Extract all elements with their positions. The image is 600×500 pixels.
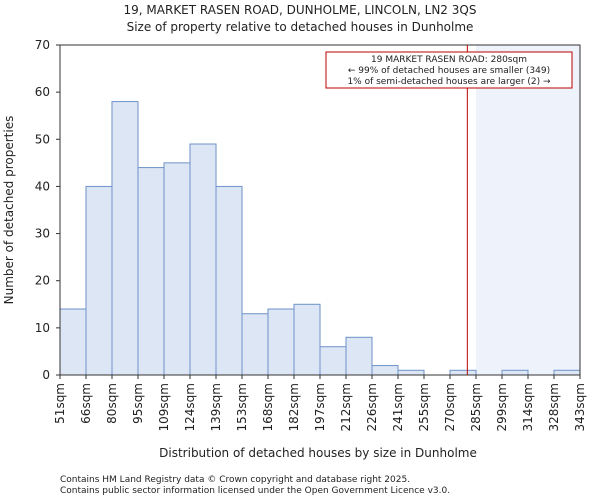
x-tick-label-270sqm: 270sqm [443,383,457,431]
footer-line-2: Contains public sector information licen… [60,486,450,496]
bar-270sqm [449,369,477,376]
y-tick-label-20: 20 [35,274,50,288]
y-tick-label-0: 0 [42,368,50,382]
y-tick-label-10: 10 [35,321,50,335]
x-tick-label-299sqm: 299sqm [495,383,509,431]
bar-95sqm [137,167,165,376]
bar-212sqm [345,336,373,376]
bar-66sqm [85,185,113,376]
x-tick-label-328sqm: 328sqm [547,383,561,431]
bar-139sqm [215,185,243,376]
y-tick-label-60: 60 [35,85,50,99]
x-tick-label-51sqm: 51sqm [53,383,67,424]
x-tick-label-255sqm: 255sqm [417,383,431,431]
bar-80sqm [111,101,139,376]
bar-182sqm [293,303,321,376]
bar-299sqm [501,369,529,376]
bar-109sqm [163,162,191,376]
x-tick-label-285sqm: 285sqm [469,383,483,431]
bar-241sqm [397,369,425,376]
bar-197sqm [319,346,347,376]
y-tick-label-70: 70 [35,38,50,52]
x-tick-label-153sqm: 153sqm [235,383,249,431]
annotation-box [325,51,573,89]
annotation-line-3: 1% of semi-detached houses are larger (2… [347,77,551,87]
x-axis-label: Distribution of detached houses by size … [159,446,477,460]
annotation-line-2: ← 99% of detached houses are smaller (34… [348,66,550,76]
x-tick-label-241sqm: 241sqm [391,383,405,431]
x-tick-label-212sqm: 212sqm [339,383,353,431]
x-tick-label-314sqm: 314sqm [521,383,535,431]
highlight-region [476,45,580,375]
x-tick-label-66sqm: 66sqm [79,383,93,424]
chart-subtitle: Size of property relative to detached ho… [127,20,474,34]
x-tick-label-343sqm: 343sqm [573,383,587,431]
annotation-line-1: 19 MARKET RASEN ROAD: 280sqm [371,55,527,65]
x-tick-label-226sqm: 226sqm [365,383,379,431]
x-tick-label-95sqm: 95sqm [131,383,145,424]
x-tick-label-182sqm: 182sqm [287,383,301,431]
x-tick-label-124sqm: 124sqm [183,383,197,431]
chart-title: 19, MARKET RASEN ROAD, DUNHOLME, LINCOLN… [124,3,477,17]
y-tick-label-40: 40 [35,179,50,193]
x-tick-label-197sqm: 197sqm [313,383,327,431]
bar-226sqm [371,365,399,376]
bar-153sqm [241,313,269,376]
footer-line-1: Contains HM Land Registry data © Crown c… [60,475,410,485]
x-tick-label-80sqm: 80sqm [105,383,119,424]
x-tick-label-139sqm: 139sqm [209,383,223,431]
y-tick-label-50: 50 [35,132,50,146]
x-tick-label-109sqm: 109sqm [157,383,171,431]
bar-51sqm [59,308,87,376]
bar-328sqm [553,369,581,376]
bar-168sqm [267,308,295,376]
y-tick-label-30: 30 [35,227,50,241]
x-tick-label-168sqm: 168sqm [261,383,275,431]
y-axis-label: Number of detached properties [2,116,16,305]
bar-124sqm [189,143,217,376]
